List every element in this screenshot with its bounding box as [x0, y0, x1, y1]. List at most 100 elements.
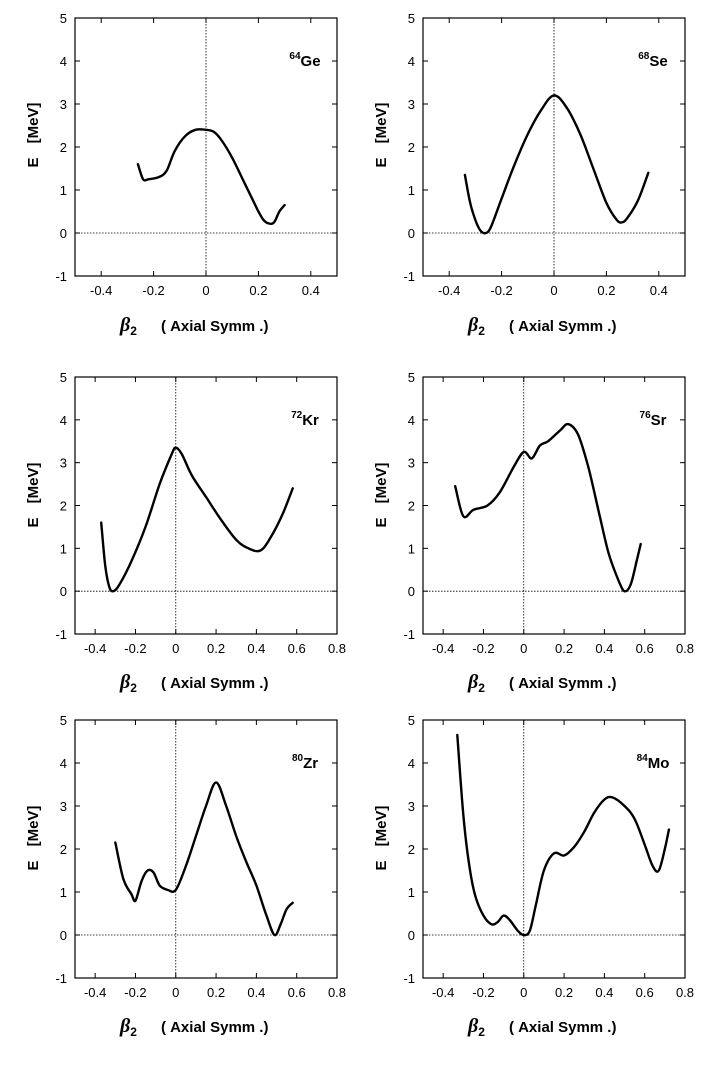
- axis-description: ( Axial Symm .): [509, 675, 617, 692]
- x-tick-label: -0.4: [438, 283, 460, 298]
- y-tick-label: 5: [60, 370, 67, 385]
- y-tick-label: 1: [408, 885, 415, 900]
- y-tick-label: 3: [408, 97, 415, 112]
- y-axis-symbol: E: [373, 860, 390, 870]
- y-tick-label: 3: [60, 799, 67, 814]
- x-tick-label: -0.4: [432, 985, 454, 1000]
- x-axis-label: β2( Axial Symm .): [467, 314, 616, 338]
- mass-number: 72: [291, 410, 303, 421]
- y-tick-label: 2: [408, 499, 415, 514]
- y-tick-label: 3: [60, 97, 67, 112]
- element-symbol: Ge: [301, 53, 321, 70]
- mass-number: 76: [640, 410, 652, 421]
- axis-description: ( Axial Symm .): [161, 675, 269, 692]
- y-axis-unit: [MeV]: [373, 806, 390, 847]
- y-tick-label: 1: [408, 541, 415, 556]
- y-tick-label: -1: [403, 269, 415, 284]
- x-tick-label: 0.2: [207, 641, 225, 656]
- y-tick-label: 3: [408, 799, 415, 814]
- y-axis-unit: [MeV]: [373, 463, 390, 504]
- energy-curve: [101, 448, 293, 592]
- x-tick-label: 0.8: [676, 641, 694, 656]
- x-axis-label: β2 ( Axial Symm .): [119, 671, 268, 695]
- x-axis-label: β2( Axial Symm .): [119, 1015, 268, 1039]
- element-symbol: Sr: [651, 412, 667, 429]
- beta-symbol: β: [119, 314, 131, 336]
- axis-description: ( Axial Symm .): [161, 318, 269, 335]
- energy-curve: [115, 782, 292, 935]
- beta-subscript: 2: [478, 1025, 485, 1039]
- y-tick-label: 2: [408, 842, 415, 857]
- beta-subscript: 2: [130, 681, 137, 695]
- x-tick-label: 0.6: [636, 985, 654, 1000]
- y-axis-label: E [MeV]: [373, 806, 390, 871]
- beta-symbol: β: [119, 671, 131, 693]
- x-axis-label: β2( Axial Symm .): [467, 1015, 616, 1039]
- y-tick-label: 5: [408, 370, 415, 385]
- x-tick-label: 0.4: [302, 283, 320, 298]
- y-axis-label: E[MeV]: [373, 463, 390, 528]
- y-tick-label: 4: [408, 756, 415, 771]
- x-tick-label: 0: [172, 641, 179, 656]
- y-tick-label: 1: [60, 885, 67, 900]
- x-tick-label: 0: [172, 985, 179, 1000]
- x-tick-label: 0: [520, 985, 527, 1000]
- x-tick-label: 0.8: [328, 641, 346, 656]
- y-tick-label: 1: [60, 541, 67, 556]
- y-tick-label: 5: [60, 11, 67, 26]
- x-tick-label: -0.4: [84, 641, 106, 656]
- beta-subscript: 2: [478, 324, 485, 338]
- element-symbol: Zr: [303, 755, 318, 772]
- nucleus-label: 64Ge: [289, 51, 320, 70]
- y-axis-unit: [MeV]: [25, 103, 42, 144]
- x-tick-label: -0.2: [472, 985, 494, 1000]
- x-tick-label: 0.6: [288, 985, 306, 1000]
- x-tick-label: -0.2: [490, 283, 512, 298]
- y-axis-unit: [MeV]: [25, 463, 42, 504]
- axis-description: ( Axial Symm .): [161, 1019, 269, 1036]
- beta-symbol: β: [119, 1015, 131, 1037]
- energy-curve: [455, 424, 641, 591]
- x-tick-label: 0.2: [597, 283, 615, 298]
- beta-symbol: β: [467, 1015, 479, 1037]
- y-tick-label: 4: [60, 54, 67, 69]
- x-tick-label: 0: [550, 283, 557, 298]
- x-axis-label: β2 ( Axial Symm .): [119, 314, 268, 338]
- x-tick-label: 0: [520, 641, 527, 656]
- x-tick-label: 0.2: [555, 641, 573, 656]
- axis-description: ( Axial Symm .): [509, 318, 617, 335]
- y-tick-label: 1: [60, 183, 67, 198]
- y-tick-label: 3: [60, 456, 67, 471]
- energy-curve: [457, 735, 669, 935]
- x-tick-label: 0: [202, 283, 209, 298]
- beta-subscript: 2: [478, 681, 485, 695]
- x-tick-label: 0.2: [207, 985, 225, 1000]
- y-axis-unit: [MeV]: [373, 103, 390, 144]
- y-tick-label: 4: [60, 413, 67, 428]
- x-tick-label: -0.2: [142, 283, 164, 298]
- y-tick-label: 0: [60, 928, 67, 943]
- nucleus-label: 76Sr: [640, 410, 667, 429]
- y-tick-label: 3: [408, 456, 415, 471]
- x-tick-label: -0.2: [124, 985, 146, 1000]
- x-tick-label: 0.4: [595, 641, 613, 656]
- beta-subscript: 2: [130, 324, 137, 338]
- x-tick-label: 0.6: [288, 641, 306, 656]
- y-axis-symbol: E: [25, 860, 42, 870]
- x-tick-label: -0.4: [84, 985, 106, 1000]
- x-tick-label: 0.2: [555, 985, 573, 1000]
- y-tick-label: 0: [408, 584, 415, 599]
- x-tick-label: 0.6: [636, 641, 654, 656]
- x-tick-label: 0.2: [249, 283, 267, 298]
- nucleus-label: 80Zr: [292, 753, 318, 772]
- y-tick-label: -1: [55, 269, 67, 284]
- x-tick-label: -0.4: [90, 283, 112, 298]
- y-tick-label: 0: [408, 928, 415, 943]
- mass-number: 64: [289, 51, 301, 62]
